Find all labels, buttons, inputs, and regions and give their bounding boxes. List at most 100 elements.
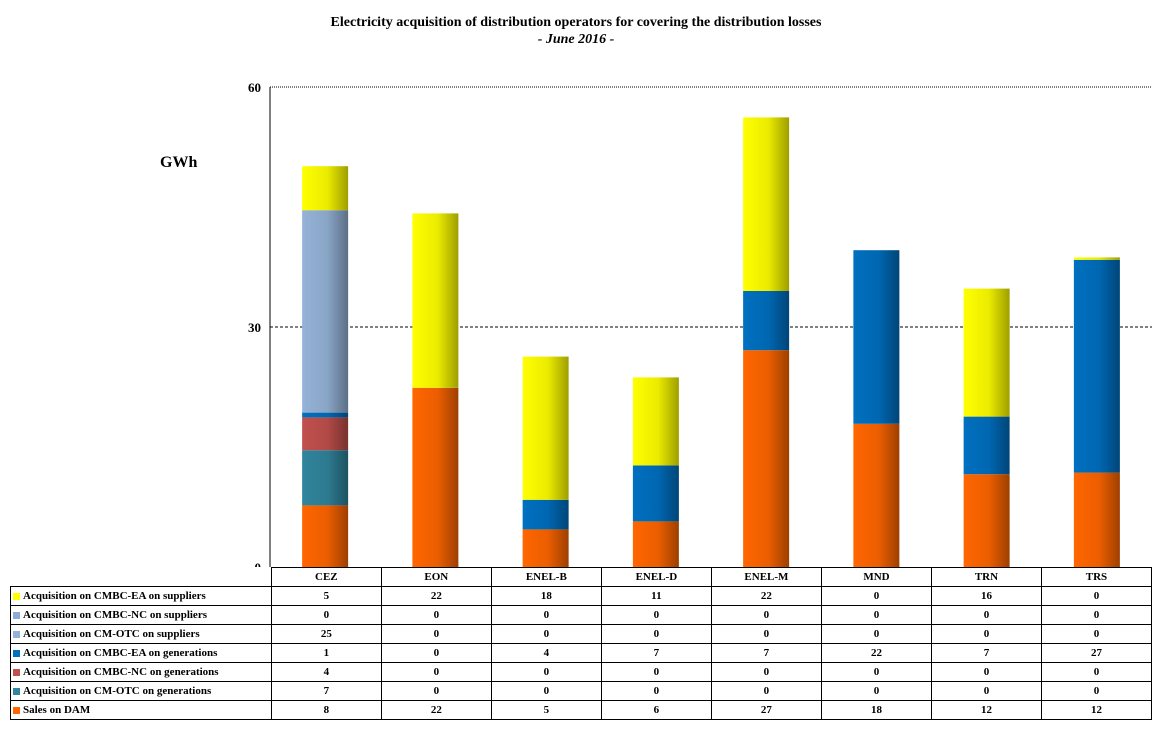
table-cell: 0 <box>930 605 1042 625</box>
table-cell: 0 <box>490 662 602 682</box>
table-cell: 0 <box>1040 662 1152 682</box>
bar-segment-trs-6 <box>1073 257 1120 260</box>
x-tick-label: TRS <box>1040 567 1152 587</box>
table-cell: 1 <box>270 643 382 663</box>
legend-entry: Acquisition on CM-OTC on generations <box>10 681 272 701</box>
table-cell: 6 <box>600 700 712 720</box>
table-cell: 0 <box>930 681 1042 701</box>
table-row: Acquisition on CM-OTC on generations 7 0 0 0… <box>10 681 1152 701</box>
table-cell: 0 <box>1040 624 1152 644</box>
bar-segment-eon-0 <box>412 387 459 567</box>
bar-segment-trn-6 <box>963 288 1010 417</box>
table-cell: 12 <box>930 700 1042 720</box>
y-tick-labels: 0 30 60 <box>248 80 261 567</box>
bar-segment-cez-4 <box>302 210 349 413</box>
table-cell: 0 <box>600 605 712 625</box>
table-cell: 22 <box>380 586 492 606</box>
bar-segment-enel-b-6 <box>522 356 569 500</box>
table-row: Acquisition on CMBC-NC on generations 4 0 0… <box>10 662 1152 682</box>
table-cell: 0 <box>930 624 1042 644</box>
table-cell: 0 <box>600 624 712 644</box>
chart-title: Electricity acquisition of distribution … <box>0 14 1152 48</box>
legend-label: Acquisition on CM-OTC on generations <box>23 685 212 697</box>
table-cell: 0 <box>600 662 712 682</box>
table-row: Sales on DAM 8 22 5 6 27 18 12 12 <box>10 700 1152 720</box>
legend-swatch <box>13 611 20 619</box>
bar-segment-cez-3 <box>302 412 349 418</box>
table-row: Acquisition on CM-OTC on suppliers 25 0 0 0 0… <box>10 624 1152 644</box>
table-cell: 0 <box>820 624 932 644</box>
table-cell: 8 <box>270 700 382 720</box>
table-cell: 0 <box>710 681 822 701</box>
table-cell: 25 <box>270 624 382 644</box>
legend-label: Acquisition on CMBC-EA on generations <box>23 647 218 659</box>
table-cell: 0 <box>600 681 712 701</box>
table-header-row: CEZ EON ENEL-B ENEL-D ENEL-M MND TRN TRS <box>11 567 1152 587</box>
table-cell: 0 <box>1040 605 1152 625</box>
legend-label: Sales on DAM <box>23 704 91 716</box>
chart-title-main: Electricity acquisition of distribution … <box>330 15 822 30</box>
bar-segment-cez-2 <box>302 417 349 451</box>
table-cell: 0 <box>1040 586 1152 606</box>
x-tick-label: CEZ <box>270 567 382 587</box>
table-cell: 18 <box>490 586 602 606</box>
table-cell: 0 <box>380 605 492 625</box>
y-axis-label: GWh <box>160 154 198 171</box>
table-row: Acquisition on CMBC-NC on suppliers 0 0 0 0 0… <box>10 605 1152 625</box>
x-tick-label: MND <box>820 567 932 587</box>
y-tick-label: 60 <box>248 80 261 95</box>
table-cell: 22 <box>710 586 822 606</box>
bar-segment-cez-1 <box>302 450 349 506</box>
bar-segment-mnd-0 <box>853 423 900 567</box>
table-cell: 22 <box>380 700 492 720</box>
bar-segment-enel-m-0 <box>743 350 790 567</box>
legend-entry: Acquisition on CMBC-NC on generations <box>10 662 272 682</box>
legend-swatch <box>13 630 20 638</box>
bar-segment-mnd-3 <box>853 250 900 424</box>
table-cell: 0 <box>380 624 492 644</box>
table-cell: 0 <box>490 605 602 625</box>
legend-entry: Acquisition on CMBC-EA on suppliers <box>10 586 272 606</box>
legend-entry: Acquisition on CM-OTC on suppliers <box>10 624 272 644</box>
table-cell: 7 <box>600 643 712 663</box>
table-cell: 0 <box>490 624 602 644</box>
table-cell: 22 <box>820 643 932 663</box>
gridlines <box>270 86 1152 328</box>
x-tick-label: TRN <box>930 567 1042 587</box>
table-cell: 0 <box>820 605 932 625</box>
table-row: Acquisition on CMBC-EA on suppliers 5 22 18… <box>10 586 1152 606</box>
legend-entry: Sales on DAM <box>10 700 272 720</box>
table-cell: 0 <box>710 662 822 682</box>
bar-segment-enel-m-6 <box>743 117 790 292</box>
table-cell: 0 <box>710 605 822 625</box>
legend-swatch <box>13 687 20 695</box>
data-table: CEZ EON ENEL-B ENEL-D ENEL-M MND TRN TRS Acquisi… <box>10 567 1152 720</box>
table-cell: 0 <box>1040 681 1152 701</box>
legend-label: Acquisition on CMBC-NC on generations <box>23 666 219 678</box>
table-cell: 7 <box>710 643 822 663</box>
table-cell: 0 <box>380 662 492 682</box>
bar-segment-trn-3 <box>963 416 1010 475</box>
legend-swatch <box>13 706 20 714</box>
table-cell: 11 <box>600 586 712 606</box>
bar-segment-enel-d-0 <box>632 521 679 567</box>
legend-swatch <box>13 592 20 600</box>
chart-subtitle: - June 2016 - <box>537 32 615 47</box>
x-tick-label: EON <box>380 567 492 587</box>
table-cell: 0 <box>270 605 382 625</box>
table-cell: 5 <box>490 700 602 720</box>
x-tick-label: ENEL-M <box>710 567 822 587</box>
bar-segment-trs-0 <box>1073 472 1120 567</box>
legend-swatch <box>13 649 20 657</box>
bar-segment-enel-b-3 <box>522 499 569 530</box>
table-cell: 0 <box>490 681 602 701</box>
legend-entry: Acquisition on CMBC-EA on generations <box>10 643 272 663</box>
stacked-bar-chart: 0 30 60 <box>248 80 1152 567</box>
table-cell: 0 <box>380 681 492 701</box>
table-cell: 7 <box>270 681 382 701</box>
table-cell: 16 <box>930 586 1042 606</box>
table-cell: 18 <box>820 700 932 720</box>
table-corner <box>11 568 272 587</box>
bars <box>302 117 1120 567</box>
table-cell: 0 <box>820 681 932 701</box>
